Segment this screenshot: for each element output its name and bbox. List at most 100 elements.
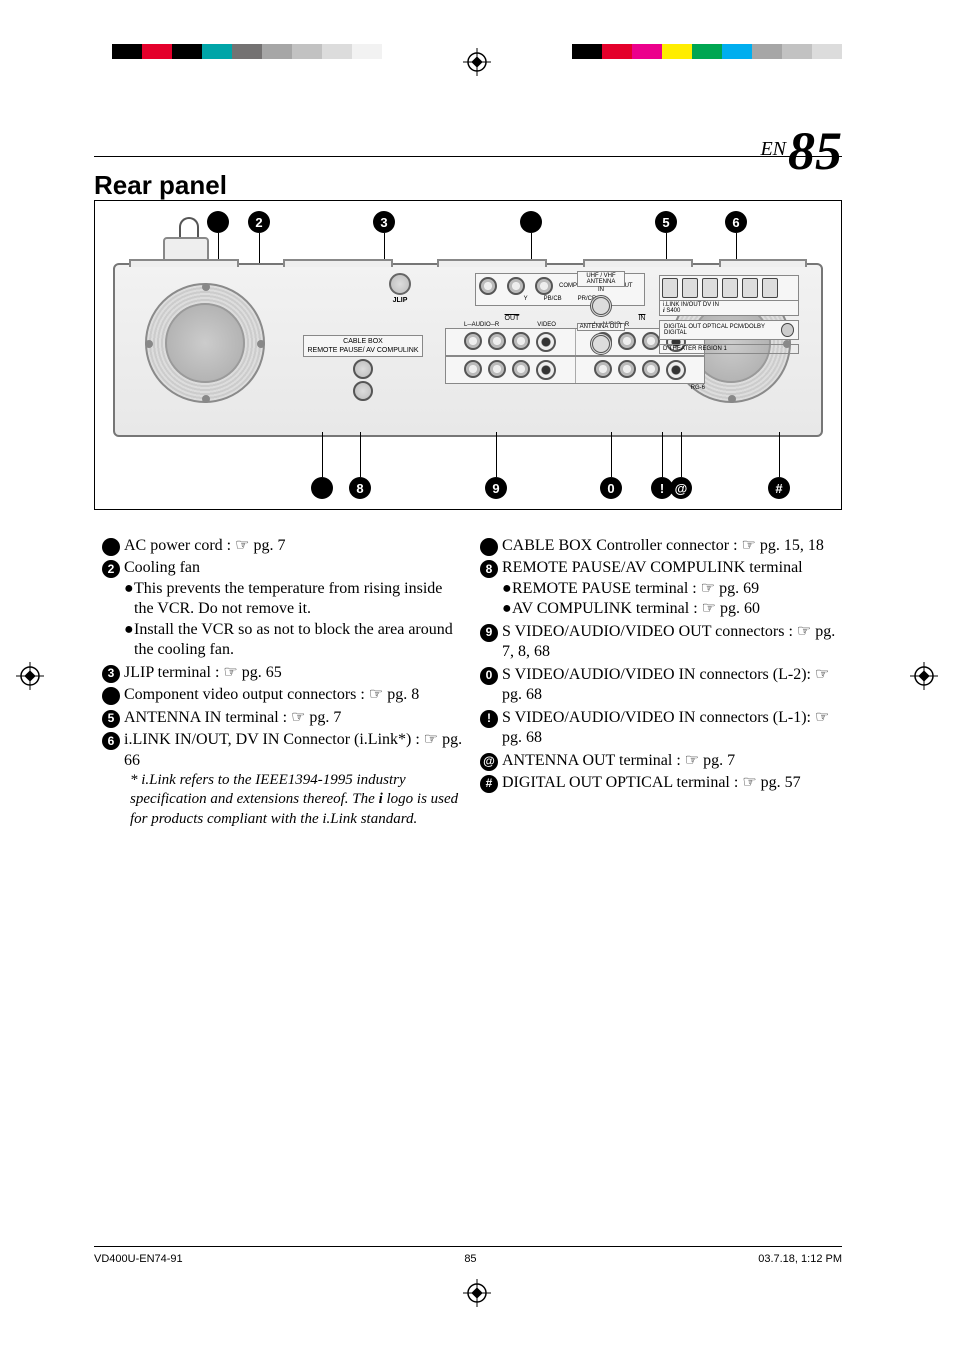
callout-bullet: 3 (373, 211, 395, 233)
item-text: S VIDEO/AUDIO/VIDEO IN connectors (L-2):… (502, 665, 842, 706)
section-title: Rear panel (94, 170, 227, 201)
ilink-port-icon (702, 278, 718, 298)
list-item: CABLE BOX Controller connector : ☞ pg. 1… (480, 536, 842, 556)
cooling-fan-icon (145, 283, 265, 403)
item-number: 8 (480, 560, 498, 578)
list-item: 9S VIDEO/AUDIO/VIDEO OUT connectors : ☞ … (480, 622, 842, 663)
color-swatch (232, 44, 262, 59)
color-strip-left (112, 44, 382, 59)
item-text: ANTENNA OUT terminal : ☞ pg. 7 (502, 751, 842, 771)
list-item: 0S VIDEO/AUDIO/VIDEO IN connectors (L-2)… (480, 665, 842, 706)
top-tab (719, 259, 807, 267)
footer-right: 03.7.18, 1:12 PM (758, 1253, 842, 1265)
color-swatch (292, 44, 322, 59)
list-item: 5ANTENNA IN terminal : ☞ pg. 7 (102, 708, 464, 728)
color-swatch (112, 44, 142, 59)
svideo-jack-icon (536, 360, 556, 380)
color-swatch (352, 44, 382, 59)
jlip-jack-icon (389, 273, 411, 295)
color-swatch (172, 44, 202, 59)
item-text: S VIDEO/AUDIO/VIDEO IN connectors (L-1):… (502, 708, 842, 749)
item-text: REMOTE PAUSE/AV COMPULINK terminal (502, 558, 842, 578)
right-column: CABLE BOX Controller connector : ☞ pg. 1… (480, 534, 842, 829)
list-item: @ANTENNA OUT terminal : ☞ pg. 7 (480, 751, 842, 771)
footer-left: VD400U-EN74-91 (94, 1253, 183, 1265)
top-tab (437, 259, 547, 267)
footer-center: 85 (464, 1253, 476, 1265)
ilink-port-icon (722, 278, 738, 298)
leader-line (681, 432, 682, 477)
list-item: 2Cooling fan (102, 558, 464, 578)
ac-cord (179, 217, 199, 239)
crop-target-right (910, 662, 938, 690)
item-text: AC power cord : ☞ pg. 7 (124, 536, 464, 556)
svideo-jack-icon (666, 360, 686, 380)
header-rule (94, 156, 842, 157)
optical-jack-icon (781, 323, 794, 337)
list-item: 8REMOTE PAUSE/AV COMPULINK terminal (480, 558, 842, 578)
item-number (480, 538, 498, 556)
item-number: 0 (480, 667, 498, 685)
item-number: 5 (102, 710, 120, 728)
left-column: AC power cord : ☞ pg. 72Cooling fan●This… (102, 534, 464, 829)
list-item: AC power cord : ☞ pg. 7 (102, 536, 464, 556)
item-text: i.LINK IN/OUT, DV IN Connector (i.Link*)… (124, 730, 464, 771)
callout-bullet: # (768, 477, 790, 499)
item-number: # (480, 775, 498, 793)
color-swatch (202, 44, 232, 59)
rear-panel-diagram: 2356 JLIP COMPONENT VIDEO OUT YPB/CBPR/ (94, 200, 842, 510)
callout-bullet (520, 211, 542, 233)
list-item: !S VIDEO/AUDIO/VIDEO IN connectors (L-1)… (480, 708, 842, 749)
footer-rule (94, 1246, 842, 1247)
top-tab (583, 259, 693, 267)
digital-out-optical: DIGITAL OUT OPTICAL PCM/DOLBY DIGITAL (659, 320, 799, 340)
color-swatch (322, 44, 352, 59)
color-swatch (752, 44, 782, 59)
item-number: 6 (102, 732, 120, 750)
callout-bullet: 9 (485, 477, 507, 499)
callout-bullet: 6 (725, 211, 747, 233)
ilink-port-icon (762, 278, 778, 298)
crop-target-bottom (463, 1279, 491, 1307)
color-swatch (782, 44, 812, 59)
item-number: @ (480, 753, 498, 771)
color-swatch (692, 44, 722, 59)
leader-line (259, 233, 260, 267)
callout-bullet: 2 (248, 211, 270, 233)
item-text: Cooling fan (124, 558, 464, 578)
callout-bullet: 8 (349, 477, 371, 499)
rca-jack-icon (507, 277, 525, 295)
sub-item: ●REMOTE PAUSE terminal : ☞ pg. 69 (480, 579, 842, 599)
jlip-terminal: JLIP (370, 273, 430, 304)
callout-bullet (207, 211, 229, 233)
antenna-block: UHF / VHF ANTENNA IN ANTENNA OUT (577, 271, 625, 357)
coax-jack-icon (590, 295, 612, 317)
callout-bullet: 5 (655, 211, 677, 233)
ilink-block: i.LINK IN/OUT DV IN i S400 DIGITAL OUT O… (659, 275, 799, 354)
rca-jack-icon (535, 277, 553, 295)
color-swatch (662, 44, 692, 59)
color-swatch (632, 44, 662, 59)
top-tab (283, 259, 393, 267)
color-swatch (142, 44, 172, 59)
item-number (102, 687, 120, 705)
sub-item: ●Install the VCR so as not to block the … (102, 620, 464, 661)
color-swatch (722, 44, 752, 59)
item-text: ANTENNA IN terminal : ☞ pg. 7 (124, 708, 464, 728)
header-page-number: 85 (788, 121, 842, 181)
crop-target-top (463, 48, 491, 76)
list-item: 6i.LINK IN/OUT, DV IN Connector (i.Link*… (102, 730, 464, 771)
callout-bullet: @ (670, 477, 692, 499)
color-swatch (812, 44, 842, 59)
body-text: AC power cord : ☞ pg. 72Cooling fan●This… (102, 534, 842, 829)
rca-jack-icon (479, 277, 497, 295)
item-text: Component video output connectors : ☞ pg… (124, 685, 464, 705)
ilink-port-icon (662, 278, 678, 298)
ilink-port-icon (742, 278, 758, 298)
callout-bullet (311, 477, 333, 499)
remote-pause-label: REMOTE PAUSE/ AV COMPULINK (306, 347, 420, 354)
page-header: EN85 (760, 120, 842, 182)
region-label: D THEATER REGION 1 (659, 344, 799, 354)
jack-icon (353, 381, 373, 401)
item-text: CABLE BOX Controller connector : ☞ pg. 1… (502, 536, 842, 556)
